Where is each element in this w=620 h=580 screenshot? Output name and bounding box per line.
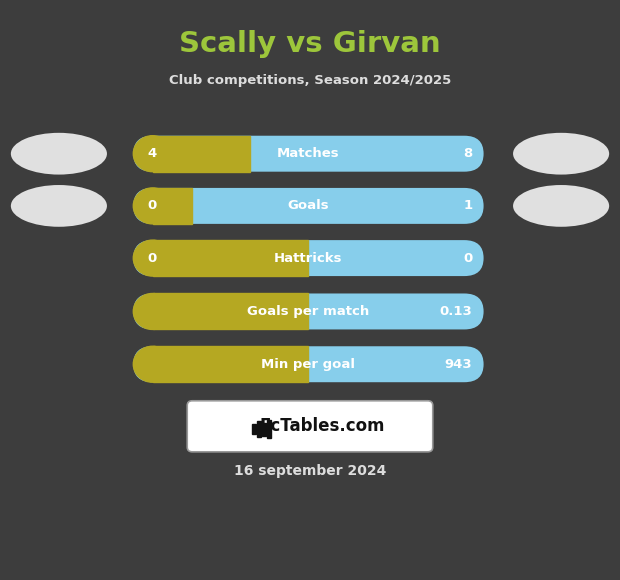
Text: FcTables.com: FcTables.com xyxy=(260,417,385,436)
Text: 0.13: 0.13 xyxy=(440,305,472,318)
Bar xyxy=(257,421,261,437)
Circle shape xyxy=(133,293,172,329)
FancyBboxPatch shape xyxy=(187,401,433,452)
Text: Goals per match: Goals per match xyxy=(247,305,370,318)
Ellipse shape xyxy=(11,185,107,227)
Bar xyxy=(252,424,256,434)
Circle shape xyxy=(133,240,172,276)
FancyBboxPatch shape xyxy=(133,293,484,329)
Text: Scally vs Girvan: Scally vs Girvan xyxy=(179,30,441,57)
FancyBboxPatch shape xyxy=(133,240,484,276)
Bar xyxy=(153,346,309,382)
Ellipse shape xyxy=(513,133,609,175)
Text: 943: 943 xyxy=(445,358,472,371)
Bar xyxy=(153,136,250,172)
Text: 0: 0 xyxy=(147,200,156,212)
Ellipse shape xyxy=(513,185,609,227)
Text: 0: 0 xyxy=(147,252,156,264)
Text: Goals: Goals xyxy=(288,200,329,212)
Text: 1: 1 xyxy=(463,200,472,212)
Text: Min per goal: Min per goal xyxy=(262,358,355,371)
Text: 8: 8 xyxy=(463,147,472,160)
Text: Matches: Matches xyxy=(277,147,340,160)
Text: Hattricks: Hattricks xyxy=(274,252,343,264)
FancyBboxPatch shape xyxy=(133,188,484,224)
Bar xyxy=(267,420,271,438)
Text: Club competitions, Season 2024/2025: Club competitions, Season 2024/2025 xyxy=(169,74,451,86)
Text: 16 september 2024: 16 september 2024 xyxy=(234,464,386,478)
Text: 0: 0 xyxy=(463,252,472,264)
Circle shape xyxy=(133,136,172,172)
Ellipse shape xyxy=(11,133,107,175)
Bar xyxy=(262,423,266,436)
FancyBboxPatch shape xyxy=(133,346,484,382)
Bar xyxy=(153,188,192,224)
Bar xyxy=(153,240,309,276)
Bar xyxy=(153,293,309,329)
Text: 4: 4 xyxy=(147,147,156,160)
FancyBboxPatch shape xyxy=(133,136,484,172)
Circle shape xyxy=(133,346,172,382)
Circle shape xyxy=(133,188,172,224)
